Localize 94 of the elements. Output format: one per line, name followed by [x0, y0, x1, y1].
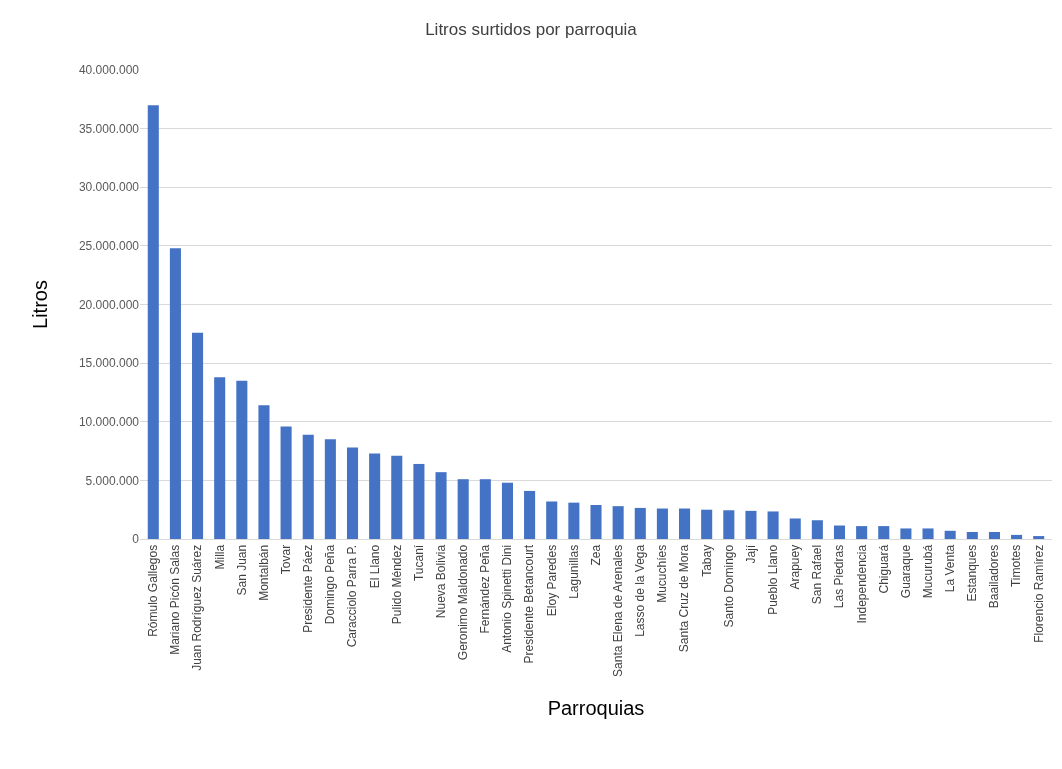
bar — [524, 490, 536, 539]
x-tick-label: El Llano — [367, 544, 382, 589]
x-tick-label: San Rafael — [810, 544, 825, 605]
x-tick-label: Nueva Bolivia — [433, 544, 448, 619]
bar — [922, 528, 934, 539]
bar — [878, 526, 890, 539]
bar — [214, 377, 226, 539]
x-tick-label: Baailadores — [987, 544, 1002, 609]
x-tick-label: Pulido Méndez — [389, 544, 404, 625]
x-tick-label: Lagunillas — [566, 544, 581, 599]
x-tick-label: Milla — [212, 544, 227, 570]
bar — [192, 332, 204, 539]
y-tick-label: 40.000.000 — [78, 63, 140, 78]
bar — [324, 439, 336, 539]
bar — [944, 530, 956, 539]
bar — [391, 455, 403, 539]
x-tick-label: Chiguará — [876, 544, 891, 594]
x-tick-label: Geronimo Maldonado — [456, 544, 471, 661]
bar — [346, 447, 359, 539]
chart-title: Litros surtidos por parroquia — [425, 19, 638, 39]
x-tick-label: Mariano Picón Salas — [168, 544, 183, 655]
bar — [966, 531, 978, 539]
x-tick-label: Guaraque — [898, 544, 913, 599]
bar — [723, 510, 735, 539]
y-tick-label: 5.000.000 — [85, 473, 140, 488]
bar — [679, 508, 691, 539]
y-axis-title: Litros — [29, 280, 52, 329]
x-tick-label: Estanques — [965, 544, 980, 602]
bar — [435, 472, 447, 539]
bar — [900, 528, 912, 539]
bar — [546, 501, 558, 539]
bar — [169, 248, 181, 539]
bar — [147, 105, 159, 539]
x-tick-label: Zea — [588, 544, 603, 566]
x-tick-label: Tucaní — [411, 544, 426, 582]
x-tick-label: Antonio Spinetti Dini — [500, 544, 515, 653]
bar — [479, 479, 491, 539]
bar — [501, 482, 513, 539]
x-tick-label: Santo Domingo — [721, 544, 736, 628]
bar — [833, 525, 846, 539]
bar — [457, 479, 469, 539]
x-tick-label: Pueblo Llano — [765, 544, 780, 615]
x-tick-label: Tabay — [699, 544, 714, 577]
bar — [701, 509, 713, 539]
x-tick-label: Domingo Peña — [323, 544, 338, 625]
bar — [258, 405, 270, 539]
x-tick-label: Timotes — [1009, 544, 1024, 588]
y-tick-label: 0 — [132, 532, 140, 547]
x-tick-label: Independencia — [854, 544, 869, 624]
x-tick-label: La Venta — [943, 544, 958, 593]
x-tick-label: Juan Rodríguez Suárez — [190, 544, 205, 671]
x-tick-label: Las Piedras — [832, 544, 847, 609]
bar — [634, 507, 646, 539]
x-tick-label: Presidente Páez — [301, 544, 316, 633]
x-tick-label: Santa Cruz de Mora — [677, 544, 692, 653]
bar — [280, 426, 292, 539]
x-tick-label: Rómulo Gallegos — [146, 544, 161, 637]
bar — [988, 531, 1000, 539]
y-tick-label: 20.000.000 — [78, 297, 140, 312]
x-tick-label: Fernández Peña — [478, 544, 493, 634]
x-axis-title: Parroquias — [547, 697, 645, 720]
bar — [590, 505, 602, 539]
bar — [369, 453, 381, 539]
y-tick-label: 15.000.000 — [78, 356, 140, 371]
bar — [656, 508, 668, 539]
x-tick-label: Jají — [743, 544, 758, 564]
bar — [302, 434, 314, 539]
bar — [1033, 536, 1045, 539]
x-tick-label: Lasso de la Vega — [633, 544, 648, 637]
bar — [789, 518, 801, 539]
x-tick-label: Mucuchíes — [655, 544, 670, 603]
bar — [856, 526, 868, 539]
x-tick-label: Santa Elena de Arenales — [611, 544, 626, 677]
bar — [236, 380, 248, 539]
bar — [1011, 534, 1023, 539]
x-tick-label: Caracciolo Parra P. — [345, 544, 360, 648]
bar — [767, 511, 779, 539]
bar — [612, 506, 624, 539]
y-tick-label: 35.000.000 — [78, 121, 140, 136]
y-tick-label: 25.000.000 — [78, 239, 140, 254]
y-tick-label: 10.000.000 — [78, 414, 140, 429]
x-tick-label: Florencio Ramírez — [1031, 544, 1046, 643]
bar — [745, 510, 757, 539]
x-tick-label: Mucurubá — [920, 544, 935, 599]
x-tick-label: Eloy Paredes — [544, 544, 559, 617]
bar — [568, 502, 580, 539]
bar — [811, 520, 823, 539]
x-tick-label: Presidente Betancourt — [522, 544, 537, 664]
x-tick-label: San Juan — [234, 544, 249, 596]
y-tick-label: 30.000.000 — [78, 180, 140, 195]
x-tick-label: Arapuey — [788, 544, 803, 590]
x-tick-label: Tovar — [279, 544, 293, 575]
x-tick-label: Montalbán — [256, 544, 271, 601]
bar — [413, 463, 425, 539]
